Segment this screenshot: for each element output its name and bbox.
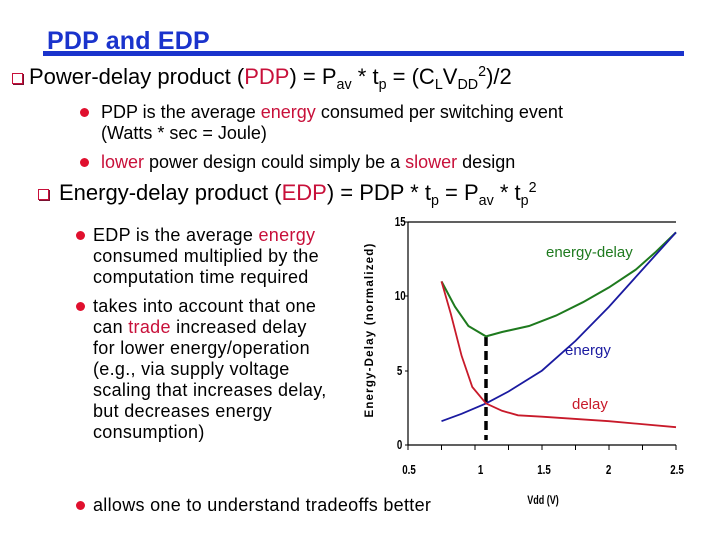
energy-delay-curve <box>440 231 677 338</box>
edp-highlight: EDP <box>281 180 327 205</box>
x-tick-0.5: 0.5 <box>402 462 416 477</box>
delay-label: delay <box>572 396 608 413</box>
edp-subbullet-definition: EDP is the average energy consumed multi… <box>93 225 319 287</box>
x-tick-2.5: 2.5 <box>670 462 684 477</box>
chart-x-axis-label: Vdd (V) <box>527 493 559 507</box>
y-tick-0: 0 <box>396 437 403 452</box>
pdp-subbullet-slower: lower power design could simply be a slo… <box>101 152 516 172</box>
round-bullet-icon <box>76 302 85 311</box>
title-underline <box>43 51 684 56</box>
x-tick-1.5: 1.5 <box>537 462 551 477</box>
pdp-subbullet-energy: PDP is the average energy consumed per s… <box>101 102 563 143</box>
square-bullet-icon <box>38 189 49 200</box>
round-bullet-icon <box>76 231 85 240</box>
energy-delay-label: energy-delay <box>546 244 633 261</box>
y-tick-5: 5 <box>396 363 403 378</box>
edp-subbullet-tradeoff: takes into account that one can trade in… <box>93 296 327 442</box>
energy-curve <box>441 231 677 423</box>
y-tick-10: 10 <box>394 288 406 303</box>
edp-definition: Energy-delay product (EDP) = PDP * tp = … <box>59 180 537 209</box>
y-tick-15: 15 <box>394 214 406 229</box>
x-tick-2: 2 <box>605 462 612 477</box>
square-bullet-icon <box>12 73 23 84</box>
round-bullet-icon <box>80 108 89 117</box>
round-bullet-icon <box>76 501 85 510</box>
pdp-definition: Power-delay product (PDP) = Pav * tp = (… <box>29 64 512 93</box>
pdp-highlight: PDP <box>244 64 290 89</box>
round-bullet-icon <box>80 158 89 167</box>
slide-title: PDP and EDP <box>47 27 210 55</box>
delay-curve <box>440 281 677 429</box>
x-tick-1: 1 <box>477 462 484 477</box>
energy-label: energy <box>565 342 611 359</box>
edp-subbullet-tradeoffs-better: allows one to understand tradeoffs bette… <box>93 495 432 515</box>
